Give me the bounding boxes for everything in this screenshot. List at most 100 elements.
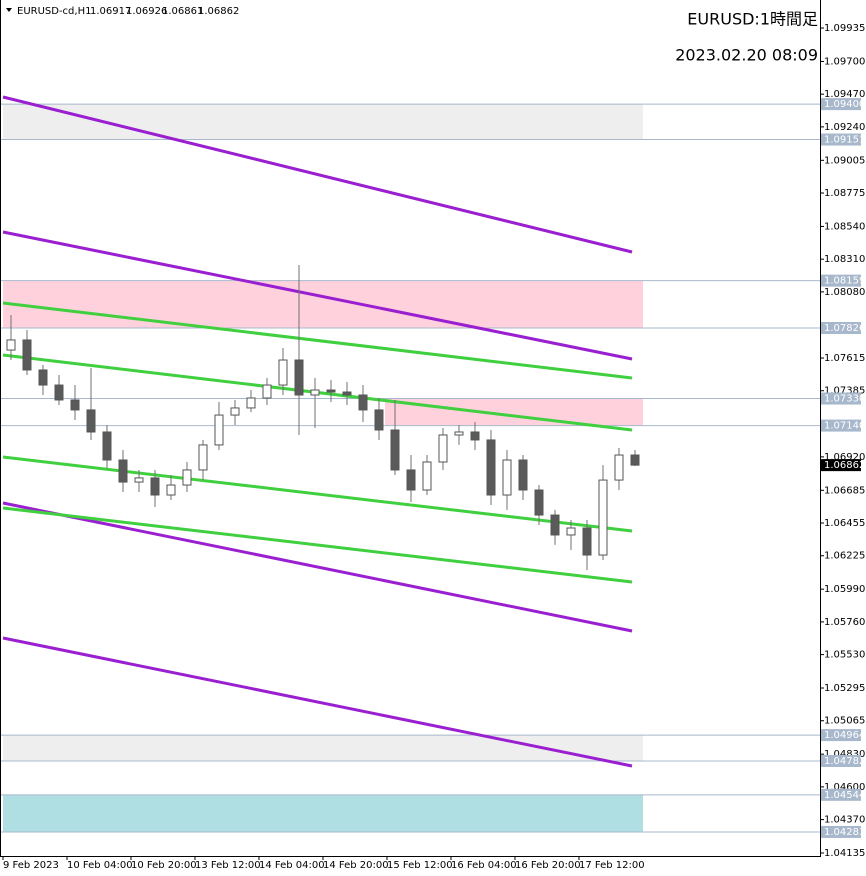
y-tick-label: 1.06685 [824, 485, 865, 496]
trend-line [2, 95, 633, 254]
zone [3, 794, 643, 832]
level-label: 1.04964 [824, 730, 865, 741]
zone [3, 280, 643, 329]
candle-body [390, 429, 400, 471]
header-open: 1.06917 [90, 6, 131, 17]
level-label: 1.04283 [824, 827, 865, 838]
header-close: 1.06862 [198, 6, 239, 17]
trend-line [2, 506, 633, 584]
y-tick-label: 1.05530 [824, 650, 865, 661]
level-label-box [821, 825, 861, 838]
level-label: 1.07330 [824, 394, 865, 405]
level-label-box [821, 274, 861, 287]
header-low: 1.06861 [162, 6, 203, 17]
y-tick-label: 1.06455 [824, 518, 865, 529]
y-tick-label: 1.08775 [824, 188, 865, 199]
x-tick-label: 10 Feb 04:00 [67, 860, 133, 871]
y-tick-label: 1.08080 [824, 287, 865, 298]
candle-body [406, 469, 416, 491]
candle-body [582, 527, 592, 556]
x-tick-label: 14 Feb 20:00 [323, 860, 389, 871]
level-label-box [821, 133, 861, 146]
candle-body [598, 479, 608, 556]
chart-subtitle: 2023.02.20 08:09 [675, 46, 818, 65]
y-tick-label: 1.05065 [824, 716, 865, 727]
y-tick-label: 1.04135 [824, 848, 865, 859]
candle-body [342, 391, 352, 396]
level-label-box [821, 788, 861, 801]
level-label-box [821, 98, 861, 111]
candle-body [566, 527, 576, 536]
y-tick-label: 1.04830 [824, 749, 865, 760]
y-tick-label: 1.09470 [824, 89, 865, 100]
x-tick-label: 16 Feb 04:00 [451, 860, 517, 871]
header-high: 1.06926 [126, 6, 167, 17]
level-label-box [821, 729, 861, 742]
chart-title: EURUSD:1時間足 [687, 10, 818, 29]
candle-body [486, 439, 496, 496]
candle-body [182, 469, 192, 486]
candle-body [150, 477, 160, 496]
level-label: 1.04782 [824, 756, 865, 767]
x-tick-label: 17 Feb 12:00 [579, 860, 645, 871]
candle-body [518, 459, 528, 491]
candle-body [262, 384, 272, 399]
candle-body [454, 431, 464, 436]
candle-body [326, 389, 336, 393]
candle-body [534, 489, 544, 516]
level-label: 1.09151 [824, 135, 865, 146]
y-tick-label: 1.06225 [824, 551, 865, 562]
trend-line [2, 455, 633, 533]
symbol: EURUSD-cd,H1 [17, 6, 91, 17]
level-label-box [821, 392, 861, 405]
candle-body [294, 359, 304, 396]
y-tick-label: 1.07385 [824, 386, 865, 397]
candle-body [550, 514, 560, 536]
level-label-box [821, 322, 861, 335]
header: EURUSD-cd,H1 1.06917 1.06926 1.06861 1.0… [17, 6, 239, 17]
candle-body [6, 339, 16, 351]
level-label: 1.04544 [824, 790, 865, 801]
x-tick-label: 16 Feb 20:00 [515, 860, 581, 871]
candle-body [310, 389, 320, 396]
candle-body [246, 397, 256, 409]
y-tick-label: 1.09005 [824, 155, 865, 166]
y-tick-label: 1.07615 [824, 353, 865, 364]
x-tick-label: 14 Feb 04:00 [259, 860, 325, 871]
x-tick-label: 15 Feb 12:00 [387, 860, 453, 871]
candle-body [230, 407, 240, 416]
level-label: 1.09400 [824, 99, 865, 110]
candle-body [502, 459, 512, 496]
candle-body [118, 459, 128, 483]
candle-body [38, 369, 48, 386]
candle-body [70, 399, 80, 411]
candle-body [86, 409, 96, 433]
y-tick-label: 1.05990 [824, 584, 865, 595]
candle-body [22, 339, 32, 371]
current-price: 1.06862 [824, 460, 865, 471]
y-tick-label: 1.08310 [824, 254, 865, 265]
y-tick-label: 1.04370 [824, 815, 865, 826]
candle-body [374, 409, 384, 431]
x-tick-label: 9 Feb 2023 [3, 860, 59, 871]
level-label-box [821, 419, 861, 432]
level-label: 1.07140 [824, 421, 865, 432]
y-tick-label: 1.09240 [824, 122, 865, 133]
y-tick-label: 1.09935 [824, 23, 865, 34]
candle-body [422, 461, 432, 491]
x-tick-label: 10 Feb 20:00 [131, 860, 197, 871]
menu-icon[interactable] [6, 8, 12, 12]
candle-body [214, 414, 224, 446]
candle-body [614, 454, 624, 481]
candle-body [102, 431, 112, 461]
candle-body [198, 444, 208, 471]
level-label: 1.07826 [824, 323, 865, 334]
candle-body [54, 384, 64, 401]
candle-body [470, 431, 480, 441]
y-tick-label: 1.05295 [824, 683, 865, 694]
trend-line [2, 230, 633, 361]
candle-body [358, 394, 368, 411]
y-tick-label: 1.08540 [824, 221, 865, 232]
